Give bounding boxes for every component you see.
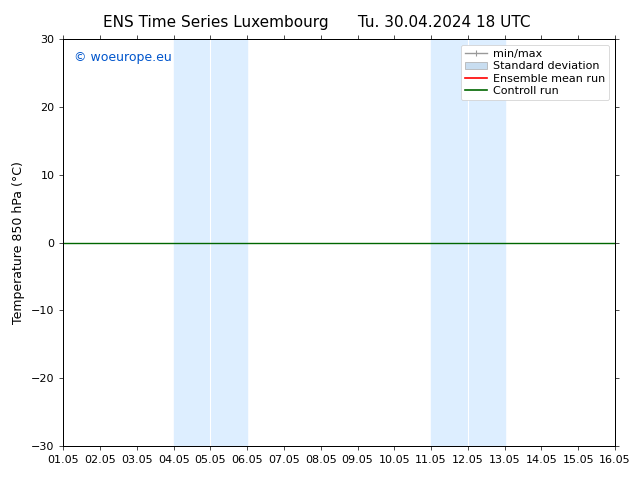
Text: ENS Time Series Luxembourg      Tu. 30.04.2024 18 UTC: ENS Time Series Luxembourg Tu. 30.04.202… — [103, 15, 531, 30]
Y-axis label: Temperature 850 hPa (°C): Temperature 850 hPa (°C) — [12, 161, 25, 324]
Text: © woeurope.eu: © woeurope.eu — [74, 51, 172, 64]
Bar — [174, 39, 247, 446]
Bar — [431, 39, 505, 446]
Legend: min/max, Standard deviation, Ensemble mean run, Controll run: min/max, Standard deviation, Ensemble me… — [460, 45, 609, 100]
